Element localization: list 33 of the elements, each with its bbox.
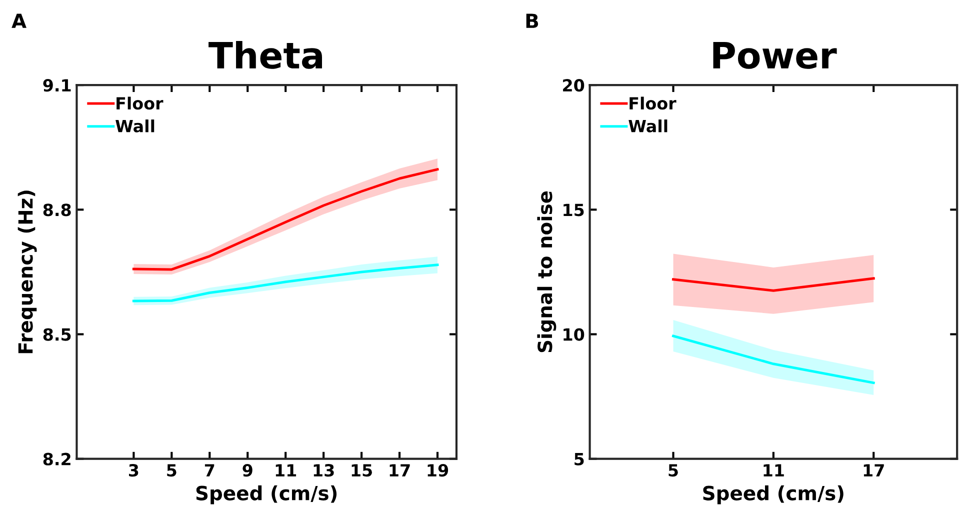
x-tick-label: 13: [314, 464, 334, 477]
y-tick-label: 8.2: [43, 452, 70, 466]
legend-label: Wall: [116, 120, 154, 132]
chart-title: Theta: [208, 40, 322, 69]
x-tick-label: 11: [276, 464, 296, 476]
x-tick-label: 17: [864, 464, 884, 476]
y-tick-label: 20: [563, 79, 584, 92]
line-series: [132, 264, 439, 302]
chart-title: Power: [713, 42, 837, 69]
legend-label: Floor: [630, 96, 676, 110]
y-tick-label: 8.5: [43, 328, 71, 341]
x-axis-title: Speed (cm/s): [703, 485, 844, 504]
x-tick-label: 5: [668, 464, 678, 477]
x-tick-label: 17: [390, 464, 410, 476]
x-tick-label: 3: [129, 464, 138, 477]
x-tick-label: 11: [764, 464, 784, 476]
y-axis-title: Frequency (Hz): [18, 190, 37, 354]
y-tick-label: 15: [564, 204, 584, 216]
legend-label: Wall: [628, 120, 668, 132]
y-axis-title: Signal to noise: [537, 191, 556, 352]
x-tick-label: 15: [352, 464, 372, 477]
x-tick-label: 19: [428, 464, 448, 477]
text: B: [526, 14, 538, 28]
x-axis-title: Speed (cm/s): [196, 485, 337, 504]
y-tick-label: 5: [574, 453, 584, 466]
x-tick-label: 7: [204, 464, 214, 476]
y-tick-label: 9.1: [43, 79, 71, 92]
y-tick-label: 10: [564, 328, 584, 341]
y-tick-label: 8.8: [43, 204, 71, 216]
legend-label: Floor: [116, 96, 164, 110]
x-tick-label: 9: [242, 464, 252, 477]
text: A: [12, 14, 26, 28]
x-tick-label: 5: [167, 464, 176, 477]
